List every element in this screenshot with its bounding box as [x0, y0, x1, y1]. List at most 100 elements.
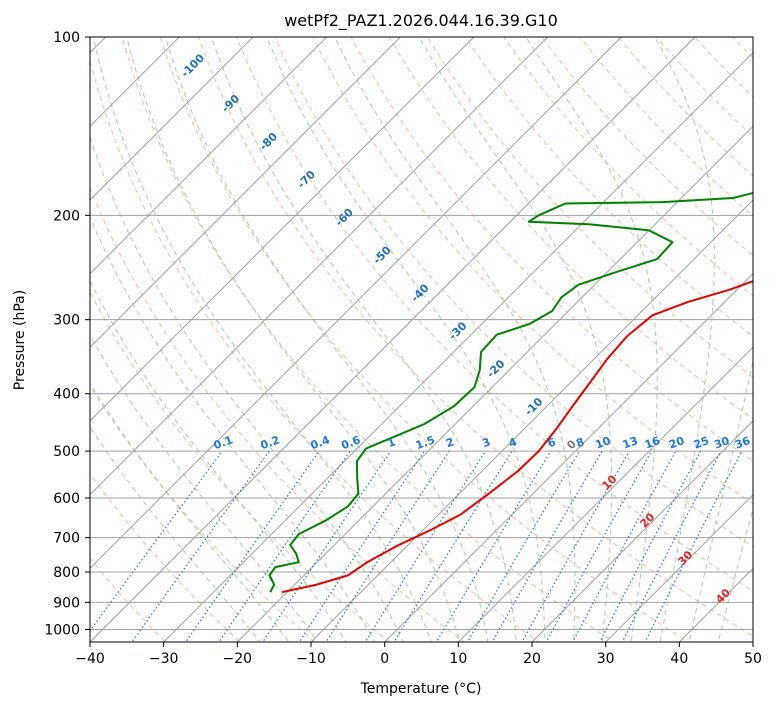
- x-tick-label-0: −40: [75, 651, 105, 667]
- isotherm-line-8: [90, 37, 475, 422]
- mixing-ratio-line-16: [621, 450, 722, 642]
- x-tick-label-7: 30: [597, 651, 615, 667]
- isotherm-line-18: [605, 493, 753, 642]
- chart-title: wetPf2_PAZ1.2026.044.16.39.G10: [284, 11, 558, 31]
- isotherm-line-19: [678, 567, 753, 642]
- mixing-ratio-line-13: [545, 450, 653, 642]
- dry-adiabat-line-25: [655, 37, 753, 138]
- mixing-ratio-line-0: [90, 450, 223, 632]
- dry-adiabat-label-9: -10: [522, 395, 545, 418]
- y-tick-label-3: 400: [53, 387, 80, 403]
- mixing-ratio-line-4: [262, 450, 392, 642]
- dry-adiabat-line-28: [745, 10, 775, 654]
- x-tick-label-4: 0: [380, 651, 389, 667]
- dry-adiabat-line-21: [503, 37, 753, 297]
- mixing-ratio-label-10: 8: [574, 435, 586, 450]
- y-tick-label-9: 1000: [44, 622, 80, 638]
- dry-adiabat-label-11: 10: [600, 472, 620, 492]
- dewpoint-profile-line: [268, 191, 753, 593]
- mixing-ratio-line-3: [218, 450, 351, 642]
- mixing-ratio-label-1: 0.2: [259, 433, 282, 452]
- mixing-ratio-line-8: [393, 450, 513, 642]
- moist-adiabat-line-16: [717, 506, 753, 642]
- mixing-ratio-label-12: 13: [621, 434, 640, 451]
- mixing-ratio-line-17: [644, 450, 743, 642]
- moist-adiabat-line-3: [90, 279, 347, 642]
- dry-adiabat-line-20: [464, 37, 753, 337]
- isotherm-line-15: [384, 272, 753, 642]
- isotherm-line-12: [163, 51, 753, 642]
- moist-adiabat-line-0: [90, 426, 261, 642]
- moist-adiabat-line-1: [90, 382, 290, 642]
- moist-adiabat-line-12: [418, 37, 613, 642]
- moist-adiabat-line-6: [92, 37, 432, 642]
- mixing-ratio-label-17: 36: [733, 434, 752, 452]
- dry-adiabat-line-8: [90, 291, 391, 642]
- dry-adiabat-line-23: [579, 37, 753, 217]
- moist-adiabat-line-8: [164, 37, 489, 642]
- x-tick-label-8: 40: [670, 651, 688, 667]
- y-tick-label-0: 100: [53, 30, 80, 46]
- moist-adiabat-line-13: [525, 37, 658, 642]
- mixing-ratio-label-16: 30: [712, 434, 731, 452]
- mixing-ratio-label-6: 2: [444, 435, 456, 450]
- mixing-ratio-label-7: 3: [480, 435, 492, 450]
- x-tick-label-5: 10: [449, 651, 467, 667]
- y-tick-label-2: 300: [53, 313, 80, 329]
- mixing-ratio-label-9: 6: [546, 435, 558, 450]
- dry-adiabat-label-8: -20: [484, 357, 507, 380]
- moist-adiabat-line-10: [266, 37, 546, 642]
- moist-adiabat-line-15: [688, 358, 753, 642]
- dry-adiabat-label-5: -50: [371, 243, 394, 266]
- moist-adiabat-line-2: [90, 334, 319, 642]
- dry-adiabat-line-6: [90, 472, 241, 642]
- dry-adiabat-line-15: [274, 37, 753, 548]
- isotherm-line-9: [90, 37, 549, 496]
- isotherm-line-14: [310, 199, 753, 642]
- dry-adiabat-line-18: [388, 37, 753, 420]
- mixing-ratio-line-2: [185, 450, 320, 642]
- x-tick-label-6: 20: [523, 651, 541, 667]
- x-tick-label-1: −30: [149, 651, 179, 667]
- mixing-ratio-line-1: [131, 450, 270, 642]
- mixing-ratio-label-0: 0.1: [212, 433, 235, 452]
- dry-adiabat-line-9: [90, 186, 465, 642]
- dry-adiabat-line-16: [312, 37, 753, 505]
- isotherm-line-10: [90, 37, 622, 570]
- isotherm-line-5: [90, 37, 254, 201]
- x-tick-label-2: −20: [223, 651, 253, 667]
- dry-adiabat-line-10: [90, 59, 540, 642]
- dry-adiabat-label-0: -100: [178, 51, 207, 80]
- isotherm-line-16: [457, 346, 753, 642]
- mixing-ratio-label-11: 10: [594, 434, 613, 452]
- mixing-ratio-label-15: 25: [692, 434, 711, 451]
- dry-adiabat-label-13: 30: [675, 548, 695, 568]
- moist-adiabat-line-7: [126, 37, 461, 642]
- y-tick-label-8: 900: [53, 595, 80, 611]
- mixing-ratio-line-9: [435, 450, 552, 642]
- y-tick-label-1: 200: [53, 208, 80, 224]
- y-tick-label-7: 800: [53, 565, 80, 581]
- mixing-ratio-line-10: [466, 450, 580, 642]
- plot-frame: [89, 36, 754, 643]
- mixing-ratio-label-4: 1: [386, 435, 398, 450]
- y-tick-label-5: 600: [53, 491, 80, 507]
- dry-adiabat-line-14: [236, 37, 753, 592]
- dry-adiabat-label-1: -90: [219, 92, 242, 115]
- mixing-ratio-label-8: 4: [507, 435, 519, 450]
- isotherm-line-13: [236, 125, 753, 642]
- mixing-ratio-line-5: [298, 450, 425, 642]
- dry-adiabat-line-12: [159, 37, 690, 642]
- x-axis-label: Temperature (°C): [360, 681, 482, 697]
- mixing-ratio-label-13: 16: [643, 434, 662, 452]
- mixing-ratio-line-7: [364, 450, 486, 642]
- dry-adiabat-line-17: [350, 37, 753, 462]
- dry-adiabat-label-14: 40: [713, 586, 733, 606]
- mixing-ratio-label-5: 1.5: [414, 433, 437, 452]
- temperature-profile-line: [281, 280, 753, 594]
- mixing-ratio-label-2: 0.4: [309, 433, 332, 452]
- mixing-ratio-label-3: 0.6: [340, 433, 363, 452]
- mixing-ratio-label-14: 20: [667, 434, 686, 452]
